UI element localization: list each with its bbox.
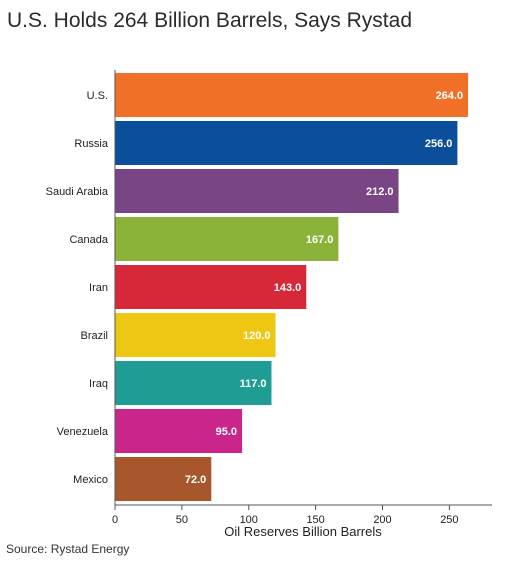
bar-venezuela xyxy=(115,409,243,453)
bar-brazil xyxy=(115,313,276,357)
value-label-saudi-arabia: 212.0 xyxy=(366,186,394,198)
category-label-mexico: Mexico xyxy=(73,474,108,486)
source-note: Source: Rystad Energy xyxy=(6,542,130,556)
category-label-saudi-arabia: Saudi Arabia xyxy=(46,186,109,198)
bar-u-s xyxy=(115,73,469,117)
value-label-mexico: 72.0 xyxy=(185,474,206,486)
value-label-brazil: 120.0 xyxy=(243,330,271,342)
value-label-iran: 143.0 xyxy=(274,282,302,294)
category-label-russia: Russia xyxy=(74,138,109,150)
category-label-brazil: Brazil xyxy=(80,330,108,342)
x-tick-label-250: 250 xyxy=(440,514,458,526)
x-tick-label-150: 150 xyxy=(306,514,324,526)
x-tick-label-50: 50 xyxy=(176,514,188,526)
value-label-venezuela: 95.0 xyxy=(216,426,237,438)
x-axis-title: Oil Reserves Billion Barrels xyxy=(224,524,382,539)
bar-iraq xyxy=(115,361,272,405)
x-tick-label-200: 200 xyxy=(373,514,391,526)
value-label-canada: 167.0 xyxy=(306,234,334,246)
bars-layer: U.S. 264.0 Russia 256.0 Saudi Arabia 212.0 Can… xyxy=(46,73,469,501)
bar-canada xyxy=(115,217,339,261)
category-label-canada: Canada xyxy=(69,234,108,246)
chart-title: U.S. Holds 264 Billion Barrels, Says Rys… xyxy=(7,9,412,32)
value-label-u-s: 264.0 xyxy=(436,90,464,102)
bar-russia xyxy=(115,121,458,165)
bar-saudi-arabia xyxy=(115,169,399,213)
category-label-u-s: U.S. xyxy=(87,90,108,102)
category-label-venezuela: Venezuela xyxy=(57,426,109,438)
bar-mexico xyxy=(115,457,212,501)
value-label-iraq: 117.0 xyxy=(240,378,267,390)
category-label-iraq: Iraq xyxy=(89,378,108,390)
x-tick-label-100: 100 xyxy=(240,514,258,526)
bar-iran xyxy=(115,265,307,309)
category-label-iran: Iran xyxy=(89,282,108,294)
x-axis: 0 50 100 150 200 250 xyxy=(112,70,492,526)
x-tick-label-0: 0 xyxy=(112,514,118,526)
value-label-russia: 256.0 xyxy=(425,138,453,150)
